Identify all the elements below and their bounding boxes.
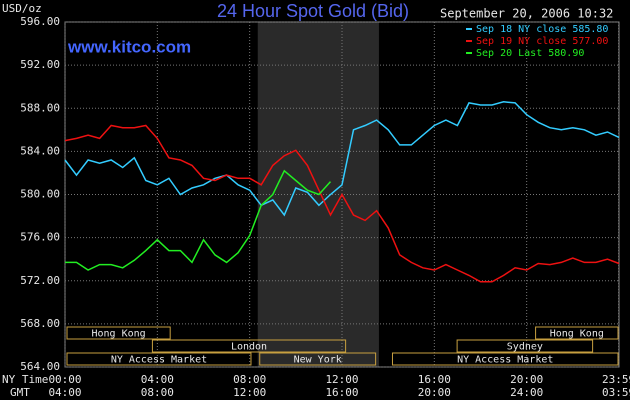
x-axis-label: NY Time xyxy=(2,373,48,386)
series-line xyxy=(64,124,620,283)
timestamp: September 20, 2006 10:32 xyxy=(440,7,613,21)
session-label: NY Access Market xyxy=(457,355,553,366)
x2-tick-label: 24:00 xyxy=(510,386,543,399)
x2-axis-label: GMT xyxy=(10,386,30,399)
series-line xyxy=(64,101,620,217)
x2-tick-label: 12:00 xyxy=(233,386,266,399)
y-tick-label: 568.00 xyxy=(20,317,60,330)
session-box xyxy=(391,352,619,366)
session-box xyxy=(66,326,171,340)
x2-tick-label: 03:59 xyxy=(602,386,630,399)
session-box xyxy=(151,339,347,353)
session-label: New York xyxy=(294,355,342,366)
session-label: NY Access Market xyxy=(111,355,207,366)
session-label: Hong Kong xyxy=(550,329,604,340)
x-tick-label: 20:00 xyxy=(510,373,543,386)
session-label: London xyxy=(231,342,267,353)
y-tick-label: 564.00 xyxy=(20,360,60,373)
x-tick-label: 23:59 xyxy=(602,373,630,386)
x2-tick-label: 16:00 xyxy=(325,386,358,399)
session-label: Hong Kong xyxy=(91,329,145,340)
y-tick-label: 592.00 xyxy=(20,58,60,71)
legend-label: Sep 18 NY close 585.80 xyxy=(476,24,608,35)
y-tick-label: 576.00 xyxy=(20,231,60,244)
chart-title: 24 Hour Spot Gold (Bid) xyxy=(217,1,409,21)
x-tick-label: 04:00 xyxy=(141,373,174,386)
session-box xyxy=(535,326,619,340)
x-tick-label: 00:00 xyxy=(48,373,81,386)
session-box xyxy=(456,339,594,353)
watermark: www.kitco.com xyxy=(67,37,191,56)
session-box xyxy=(259,352,377,366)
session-box xyxy=(66,352,252,366)
y-tick-label: 584.00 xyxy=(20,144,60,157)
x-tick-label: 08:00 xyxy=(233,373,266,386)
session-label: Sydney xyxy=(507,342,543,353)
x-tick-label: 16:00 xyxy=(418,373,451,386)
x-tick-label: 12:00 xyxy=(325,373,358,386)
x2-tick-label: 08:00 xyxy=(141,386,174,399)
x2-tick-label: 20:00 xyxy=(418,386,451,399)
y-axis-label: USD/oz xyxy=(2,2,42,15)
x2-tick-label: 04:00 xyxy=(48,386,81,399)
legend-label: Sep 20 Last 580.90 xyxy=(476,48,584,59)
series-line xyxy=(65,169,332,271)
y-tick-label: 596.00 xyxy=(20,15,60,28)
y-tick-label: 588.00 xyxy=(20,101,60,114)
y-tick-label: 572.00 xyxy=(20,274,60,287)
y-tick-label: 580.00 xyxy=(20,188,60,201)
legend-label: Sep 19 NY close 577.00 xyxy=(476,36,608,47)
